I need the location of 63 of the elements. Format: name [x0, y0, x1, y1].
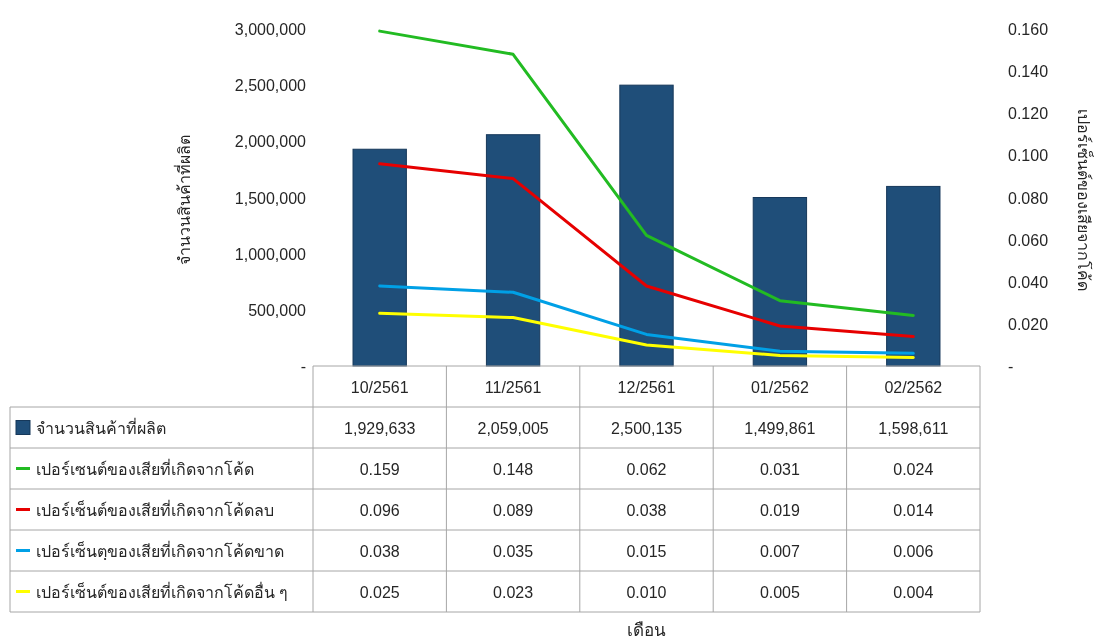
legend-label: เปอร์เซ็นตฺของเสียที่เกิดจากโค้ดขาด — [36, 539, 284, 560]
line-series — [378, 284, 915, 355]
data-label: 2,500,135 — [610, 419, 683, 437]
data-label: 0.015 — [626, 542, 667, 560]
data-label: 0.005 — [759, 583, 801, 601]
y2-tick-label: 0.160 — [1008, 21, 1049, 38]
data-label: 0.062 — [626, 460, 667, 478]
bar — [619, 84, 674, 367]
data-label: 1,598,611 — [878, 419, 949, 437]
bar — [752, 197, 808, 367]
data-label: 0.148 — [493, 460, 534, 478]
line-series — [378, 162, 915, 339]
x-tick-label: 01/2562 — [750, 379, 809, 396]
text: เดือน — [627, 621, 666, 640]
data-label: 0.010 — [626, 583, 667, 601]
data-label: 0.024 — [893, 460, 934, 478]
y2-tick-label: 0.120 — [1008, 105, 1049, 123]
data-label: 0.089 — [493, 501, 534, 519]
data-label: 0.159 — [359, 460, 400, 478]
data-label: 0.006 — [893, 542, 934, 560]
data-label: 0.023 — [493, 583, 534, 601]
bar — [485, 134, 541, 367]
y2-axis-title: เปอร์เซ็นต์ของเสียจากโค้ด — [1075, 109, 1094, 291]
data-label: 0.007 — [759, 542, 801, 560]
y-tick-label: 3,000,000 — [234, 21, 307, 38]
line-series — [378, 29, 915, 317]
data-label: 0.031 — [759, 460, 801, 478]
data-label: 0.019 — [759, 501, 801, 519]
x-tick-label: 12/2561 — [617, 379, 676, 396]
y2-tick-label: 0.140 — [1008, 63, 1049, 81]
legend-label: จำนวนสินค้าที่ผลิต — [36, 416, 166, 437]
data-label: 0.004 — [893, 583, 934, 601]
y2-tick-label: 0.080 — [1008, 189, 1049, 207]
bar — [886, 185, 941, 367]
legend-label: เปอร์เซ็นต์ของเสียที่เกิดจากโค้ดอื่น ๆ — [36, 580, 289, 601]
data-label: 0.014 — [893, 501, 934, 519]
data-label: 2,059,005 — [477, 419, 549, 437]
data-label: 0.096 — [359, 501, 400, 519]
legend-label: เปอร์เซ็นต์ของเสียที่เกิดจากโค้ดลบ — [36, 498, 274, 519]
y2-tick-label: 0.040 — [1008, 273, 1049, 291]
y-tick-label: 2,500,000 — [234, 77, 307, 95]
y-tick-label: 2,000,000 — [234, 133, 307, 151]
bar — [352, 148, 407, 367]
data-label: 1,929,633 — [344, 419, 416, 437]
data-label: 1,499,861 — [744, 419, 816, 437]
line-series — [378, 311, 915, 360]
data-label: 0.038 — [626, 501, 667, 519]
x-tick-label: 02/2562 — [884, 379, 943, 396]
y2-tick-label: - — [1008, 358, 1014, 375]
x-tick-label: 10/2561 — [350, 379, 409, 396]
data-label: 0.035 — [493, 542, 534, 560]
y-axis-title: จำนวนสินค้าที่ผลิต — [173, 135, 193, 265]
y-tick-label: 500,000 — [248, 301, 307, 319]
y2-tick-label: 0.100 — [1008, 147, 1049, 165]
y-tick-label: - — [300, 358, 306, 375]
x-tick-label: 11/2561 — [484, 379, 542, 396]
legend-label: เปอร์เซนต์ของเสียที่เกิดจากโค้ด — [36, 457, 254, 478]
data-label: 0.038 — [359, 542, 400, 560]
y-tick-label: 1,500,000 — [234, 189, 307, 207]
y2-tick-label: 0.020 — [1008, 315, 1049, 333]
data-label: 0.025 — [359, 583, 400, 601]
y2-tick-label: 0.060 — [1008, 231, 1049, 249]
y-tick-label: 1,000,000 — [234, 245, 307, 263]
